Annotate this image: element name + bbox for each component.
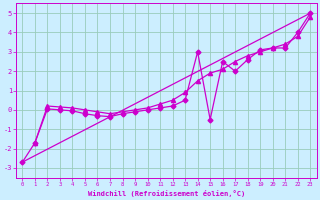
X-axis label: Windchill (Refroidissement éolien,°C): Windchill (Refroidissement éolien,°C) [88, 190, 245, 197]
